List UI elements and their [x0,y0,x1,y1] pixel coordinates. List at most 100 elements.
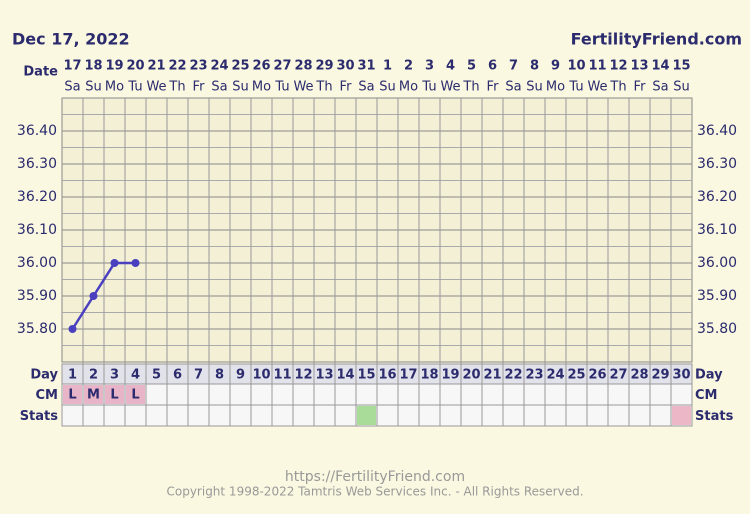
date-label: 31 [357,59,375,74]
weekday-label: Fr [193,80,206,95]
day-label: 1 [68,368,77,383]
y-tick-label-right: 36.20 [697,189,737,205]
date-label: 8 [530,59,539,74]
weekday-label: Su [526,80,543,95]
cm-label: L [110,388,118,403]
weekday-label: Fr [634,80,647,95]
day-label: 9 [236,368,245,383]
day-row-label: Day [30,368,58,383]
weekday-label: Fr [340,80,353,95]
date-label: 3 [425,59,434,74]
cm-label: M [87,388,100,403]
date-label: 21 [147,59,165,74]
day-label: 7 [194,368,203,383]
footer-copyright: Copyright 1998-2022 Tamtris Web Services… [166,485,583,499]
weekday-label: Sa [652,80,668,95]
day-label: 17 [399,368,417,383]
y-tick-label: 36.40 [17,123,57,139]
day-label: 15 [357,368,375,383]
y-tick-label: 36.00 [17,255,57,271]
cm-label: L [131,388,139,403]
weekday-label: Su [85,80,102,95]
date-label: 30 [336,59,354,74]
footer-url: https://FertilityFriend.com [285,469,465,485]
cm-cell [84,385,103,404]
y-tick-label: 36.20 [17,189,57,205]
day-label: 6 [173,368,182,383]
weekday-label: Tu [568,80,583,95]
date-label: 18 [84,59,102,74]
date-label: 2 [404,59,413,74]
weekday-label: Su [673,80,690,95]
cm-row-label-right: CM [695,388,717,403]
date-label: 13 [630,59,648,74]
weekday-label: Mo [399,80,418,95]
day-label: 2 [89,368,98,383]
date-label: 15 [672,59,690,74]
weekday-label: Th [315,80,332,95]
day-label: 24 [546,368,564,383]
stats-row-label-right: Stats [695,409,734,424]
cm-row-label: CM [36,388,58,403]
day-row-label-right: Day [695,368,723,383]
day-label: 18 [420,368,438,383]
y-tick-label-right: 36.00 [697,255,737,271]
day-label: 28 [630,368,648,383]
y-tick-label-right: 36.10 [697,222,737,238]
date-label: 11 [588,59,606,74]
date-label: 23 [189,59,207,74]
day-label: 21 [483,368,501,383]
date-label: 29 [315,59,333,74]
temperature-point [110,259,119,267]
day-label: 12 [294,368,312,383]
day-label: 29 [651,368,669,383]
date-label: 25 [231,59,249,74]
chart-date: Dec 17, 2022 [12,30,130,49]
day-label: 27 [609,368,627,383]
y-tick-label-right: 36.30 [697,156,737,172]
y-tick-label: 36.30 [17,156,57,172]
day-label: 4 [131,368,140,383]
weekday-label: Tu [421,80,436,95]
day-label: 30 [672,368,690,383]
temperature-line [71,261,136,330]
date-label: 20 [126,59,144,74]
weekday-label: Sa [358,80,374,95]
weekday-label: We [146,80,166,95]
date-label: 27 [273,59,291,74]
stats-row-label: Stats [20,409,59,424]
weekday-label: We [293,80,313,95]
date-label: 10 [567,59,585,74]
weekday-label: Th [609,80,626,95]
date-label: 4 [446,59,455,74]
cm-label: L [68,388,76,403]
temperature-point [68,325,77,333]
day-label: 19 [441,368,459,383]
date-label: 9 [551,59,560,74]
day-label: 23 [525,368,543,383]
day-label: 5 [152,368,161,383]
cm-cell [126,385,145,404]
cm-cell [105,385,124,404]
temperature-point [131,259,140,267]
day-label: 22 [504,368,522,383]
y-tick-label-right: 35.80 [697,321,737,337]
weekday-label: Sa [64,80,80,95]
date-label: 12 [609,59,627,74]
temperature-point [89,292,98,300]
day-label: 10 [252,368,270,383]
date-label: 14 [651,59,669,74]
day-label: 13 [315,368,333,383]
y-tick-label: 35.90 [17,288,57,304]
date-label: 6 [488,59,497,74]
day-label: 14 [336,368,354,383]
date-label: 1 [383,59,392,74]
day-label: 20 [462,368,480,383]
weekday-label: Su [232,80,249,95]
day-label: 11 [273,368,291,383]
day-label: 3 [110,368,119,383]
brand: FertilityFriend.com [571,30,742,49]
y-tick-label-right: 35.90 [697,288,737,304]
date-label: 17 [63,59,81,74]
